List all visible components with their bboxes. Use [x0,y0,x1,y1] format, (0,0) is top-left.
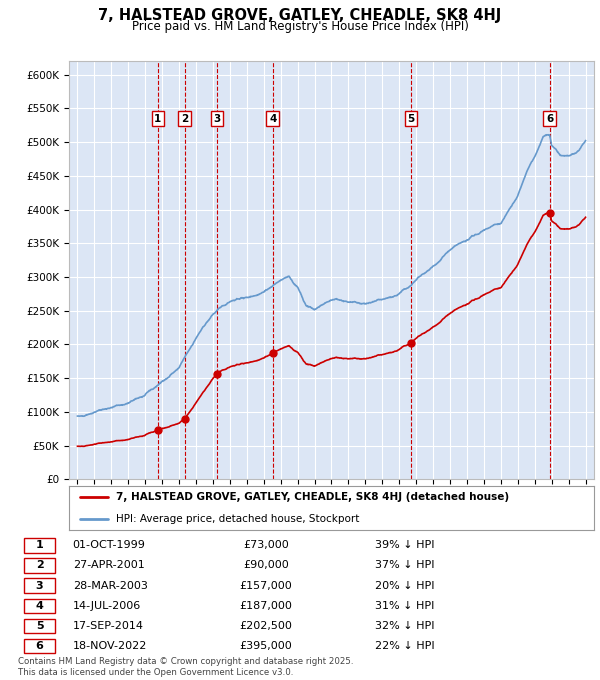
Text: 7, HALSTEAD GROVE, GATLEY, CHEADLE, SK8 4HJ: 7, HALSTEAD GROVE, GATLEY, CHEADLE, SK8 … [98,8,502,23]
Text: £90,000: £90,000 [243,560,289,571]
Text: 27-APR-2001: 27-APR-2001 [73,560,145,571]
Text: £395,000: £395,000 [239,641,292,651]
Text: 1: 1 [154,114,161,124]
Text: 1: 1 [36,540,43,550]
Text: 39% ↓ HPI: 39% ↓ HPI [375,540,434,550]
Text: 5: 5 [36,621,43,631]
FancyBboxPatch shape [24,558,55,573]
Text: 4: 4 [269,114,277,124]
Text: 14-JUL-2006: 14-JUL-2006 [73,600,141,611]
Text: 6: 6 [546,114,553,124]
Text: 3: 3 [213,114,220,124]
Text: 3: 3 [36,581,43,591]
FancyBboxPatch shape [24,619,55,633]
Text: 22% ↓ HPI: 22% ↓ HPI [375,641,435,651]
Text: £73,000: £73,000 [243,540,289,550]
Text: £157,000: £157,000 [239,581,292,591]
Text: 2: 2 [36,560,43,571]
Text: 4: 4 [35,600,44,611]
Text: £202,500: £202,500 [239,621,292,631]
Text: 20% ↓ HPI: 20% ↓ HPI [375,581,434,591]
Text: Price paid vs. HM Land Registry's House Price Index (HPI): Price paid vs. HM Land Registry's House … [131,20,469,33]
Text: 37% ↓ HPI: 37% ↓ HPI [375,560,434,571]
Text: 32% ↓ HPI: 32% ↓ HPI [375,621,434,631]
Text: 18-NOV-2022: 18-NOV-2022 [73,641,147,651]
Text: 31% ↓ HPI: 31% ↓ HPI [375,600,434,611]
Text: £187,000: £187,000 [239,600,292,611]
Text: 6: 6 [35,641,44,651]
Text: 2: 2 [181,114,188,124]
Text: 01-OCT-1999: 01-OCT-1999 [73,540,146,550]
FancyBboxPatch shape [24,598,55,613]
Text: 28-MAR-2003: 28-MAR-2003 [73,581,148,591]
Text: 7, HALSTEAD GROVE, GATLEY, CHEADLE, SK8 4HJ (detached house): 7, HALSTEAD GROVE, GATLEY, CHEADLE, SK8 … [116,492,509,503]
FancyBboxPatch shape [24,578,55,593]
Text: 5: 5 [407,114,415,124]
Text: HPI: Average price, detached house, Stockport: HPI: Average price, detached house, Stoc… [116,514,359,524]
FancyBboxPatch shape [24,538,55,553]
FancyBboxPatch shape [24,639,55,653]
Text: Contains HM Land Registry data © Crown copyright and database right 2025.
This d: Contains HM Land Registry data © Crown c… [18,657,353,677]
Text: 17-SEP-2014: 17-SEP-2014 [73,621,144,631]
